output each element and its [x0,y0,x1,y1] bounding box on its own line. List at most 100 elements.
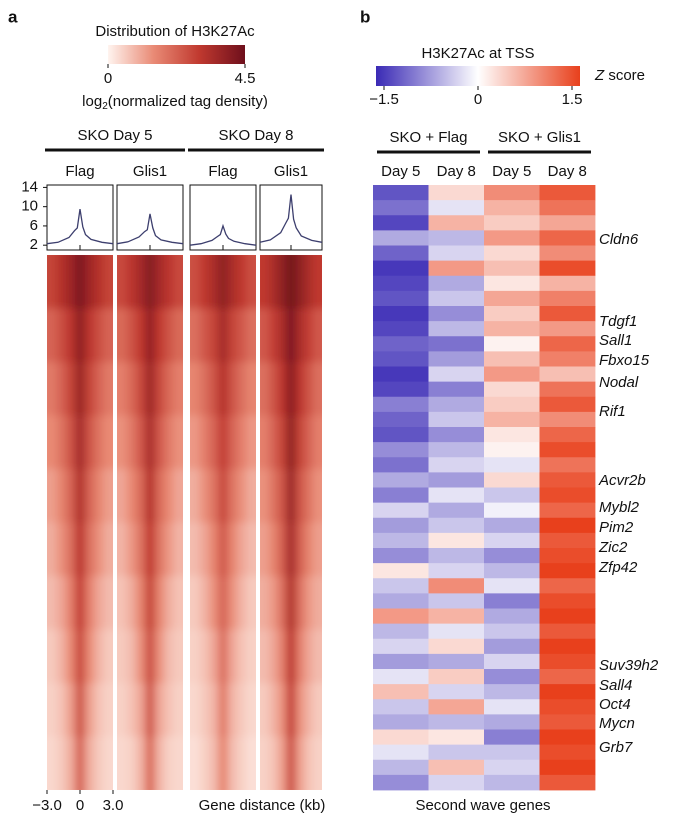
heatmap-cell [313,522,322,577]
heatmap-cell [145,683,156,737]
heatmap-cell [103,629,113,684]
heatmap-cell [428,260,485,277]
heatmap-cell [84,736,95,790]
heatmap-cell [373,215,429,231]
heatmap-cell [373,653,429,670]
heatmap-cell [199,362,210,416]
heatmap-cell [117,576,127,630]
heatmap-cell [126,469,137,523]
heatmap-cell [373,442,429,458]
heatmap-cell [135,736,146,790]
heatmap-cell [75,415,86,470]
heatmap-cell [199,522,210,577]
heatmap-cell [126,522,137,577]
heatmap-cell [295,415,305,470]
heatmap-cell [484,366,540,383]
heatmap-cell [268,415,279,470]
heatmap-cell [246,683,256,737]
heatmap-cell [304,629,314,684]
heatmap-cell [484,532,540,549]
heatmap-cell [56,629,67,684]
heatmap-cells [47,255,113,790]
label-part: log [82,93,102,110]
heatmap-cell [373,200,429,216]
column-label: Day 8 [437,163,476,180]
heatmap-cell [539,532,596,549]
heatmap-cell [218,415,229,470]
heatmap-cell [428,351,485,367]
panel-label: a [8,7,18,26]
heatmap-cell [373,396,429,413]
heatmap-cell [373,185,429,201]
heatmap-cells [190,255,256,790]
colorbar-title: Distribution of H3K27Ac [95,23,255,40]
gene-label: Sall4 [599,677,632,694]
profile-line [259,194,323,243]
heatmap-cell [208,576,219,630]
heatmap-cell [539,669,596,685]
heatmap-cell [117,255,127,309]
heatmap-cell [304,415,314,470]
heatmap-cell [484,684,540,700]
label-part: Z [594,67,605,84]
heatmap-cell [539,502,596,519]
panel-label: b [360,7,370,26]
heatmap-cell [313,415,322,470]
heatmap-cell [268,255,279,309]
heatmap-cell [237,308,248,363]
heatmap-cell [208,629,219,684]
heatmap-cell [135,683,146,737]
heatmap-cell [373,623,429,640]
heatmap-cell [286,362,296,416]
heatmap-cell [428,759,485,776]
heatmap-cell [84,255,95,309]
heatmap-cell [65,736,76,790]
heatmap-cell [56,469,67,523]
heatmap-cell [237,522,248,577]
heatmap-cell [277,255,288,309]
heatmap-cell [103,362,113,416]
heatmap-cell [126,415,137,470]
heatmap-cell [428,381,485,398]
heatmap-cells [117,255,183,790]
heatmap-cell [428,396,485,413]
heatmap-cell [428,472,485,488]
heatmap-cell [135,255,146,309]
label-part: (normalized tag density) [108,93,268,110]
heatmap-cell [173,683,183,737]
heatmap-cell [135,308,146,363]
heatmap-cell [173,255,183,309]
heatmap-cell [373,563,429,579]
colorbar-label: Z score [594,67,645,84]
heatmap-cell [173,415,183,470]
heatmap-cell [56,415,67,470]
heatmap-cell [260,576,270,630]
heatmap-cell [84,308,95,363]
heatmap-cell [103,522,113,577]
heatmap-cell [208,362,219,416]
heatmap-cell [260,255,270,309]
heatmap-cell [373,699,429,715]
heatmap-cell [428,321,485,337]
heatmap-cell [260,362,270,416]
heatmap-cell [539,336,596,352]
heatmap-cell [428,714,485,730]
heatmap-cell [484,623,540,640]
heatmap-cell [313,683,322,737]
heatmap-cell [126,736,137,790]
heatmap-cell [484,396,540,413]
heatmap-cell [145,576,156,630]
heatmap-cell [56,522,67,577]
label-part: 2 [102,101,108,112]
heatmap-cell [190,469,200,523]
heatmap-cell [237,576,248,630]
heatmap-cell [539,548,596,564]
colorbar [376,66,580,86]
heatmap-cell [218,469,229,523]
heatmap-cell [103,469,113,523]
heatmap-cell [428,669,485,685]
heatmap-cell [135,415,146,470]
heatmap-cell [373,593,429,609]
heatmap-cell [117,469,127,523]
heatmap-cell [126,576,137,630]
